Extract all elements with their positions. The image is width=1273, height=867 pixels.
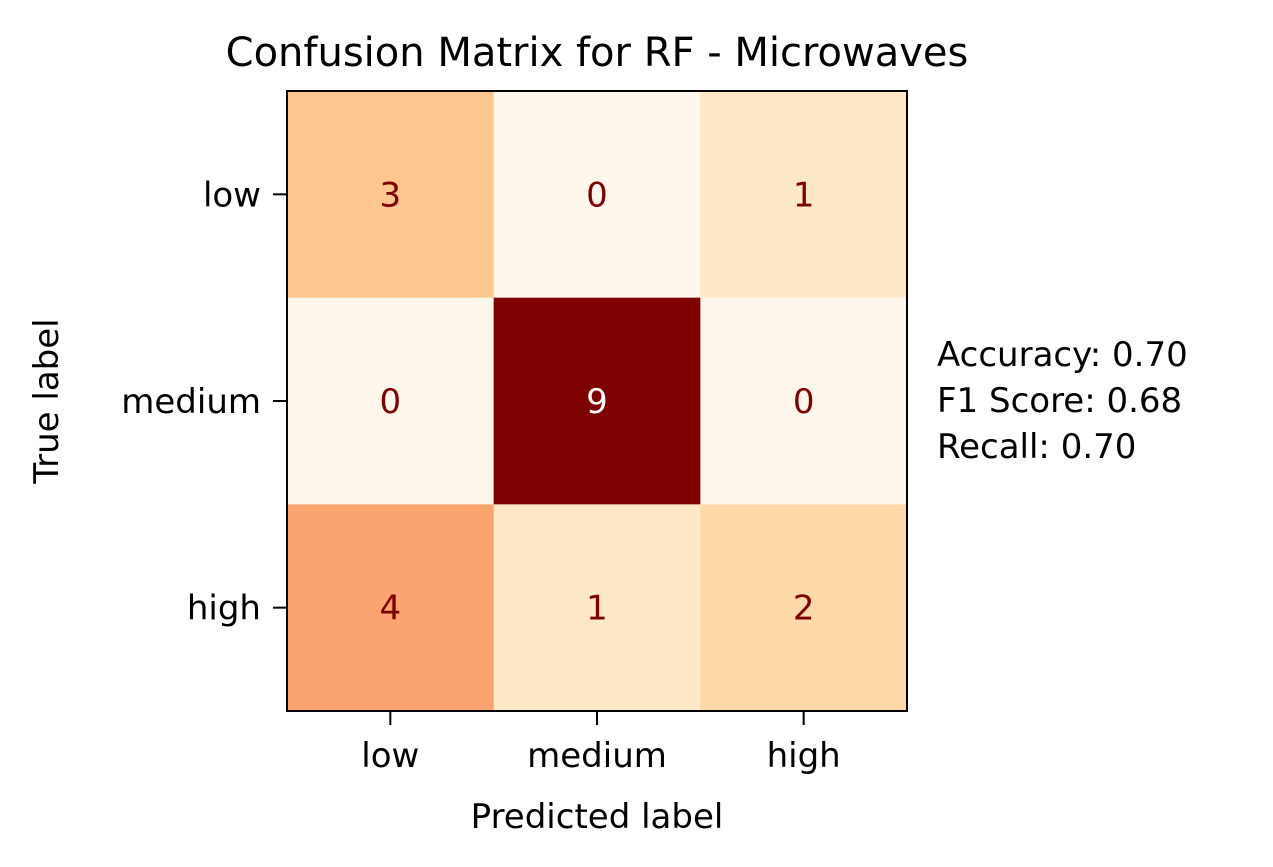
x-axis-ticks: low medium high — [361, 711, 841, 776]
cell-value-low-high: 1 — [793, 175, 815, 215]
cell-value-high-high: 2 — [793, 589, 815, 629]
x-tick-label-low: low — [361, 736, 419, 776]
x-tick-label-medium: medium — [527, 736, 667, 776]
cell-low-high — [700, 91, 908, 299]
matrix-cell-labels: 3 0 1 0 9 0 4 1 2 — [380, 175, 815, 628]
cell-value-low-low: 3 — [380, 175, 402, 215]
cell-low-medium — [493, 91, 701, 299]
cell-value-medium-high: 0 — [793, 382, 815, 422]
recall-text: Recall: 0.70 — [937, 427, 1136, 467]
cell-value-medium-low: 0 — [380, 382, 402, 422]
cell-value-low-medium: 0 — [586, 175, 608, 215]
chart-title: Confusion Matrix for RF - Microwaves — [226, 30, 969, 76]
cell-low-low — [287, 91, 495, 299]
metrics-panel: Accuracy: 0.70 F1 Score: 0.68 Recall: 0.… — [937, 335, 1188, 467]
y-tick-label-medium: medium — [121, 382, 261, 422]
y-tick-label-high: high — [187, 589, 261, 629]
cell-value-high-low: 4 — [380, 589, 402, 629]
matrix-cells — [287, 91, 908, 712]
y-axis-label: True label — [27, 318, 67, 484]
x-tick-label-high: high — [767, 736, 841, 776]
cell-medium-medium — [493, 297, 701, 505]
cell-medium-high — [700, 297, 908, 505]
cell-value-medium-medium: 9 — [586, 382, 608, 422]
cell-value-high-medium: 1 — [586, 589, 608, 629]
x-axis-label: Predicted label — [471, 797, 724, 837]
cell-high-high — [700, 504, 908, 712]
accuracy-text: Accuracy: 0.70 — [937, 335, 1188, 375]
y-tick-label-low: low — [203, 175, 261, 215]
f1-score-text: F1 Score: 0.68 — [937, 381, 1182, 421]
y-axis-ticks: low medium high — [121, 175, 287, 629]
cell-high-low — [287, 504, 495, 712]
cell-medium-low — [287, 297, 495, 505]
cell-high-medium — [493, 504, 701, 712]
